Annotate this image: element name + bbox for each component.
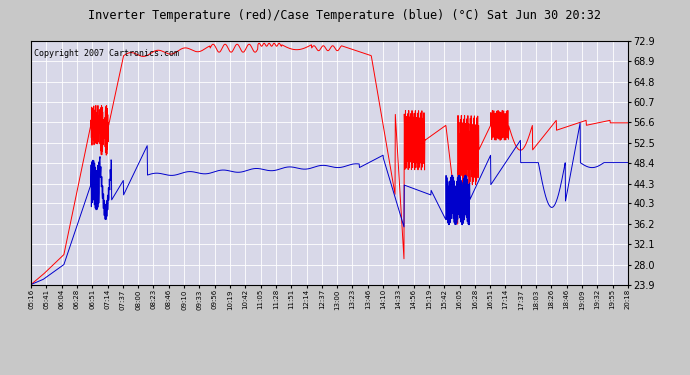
Text: Inverter Temperature (red)/Case Temperature (blue) (°C) Sat Jun 30 20:32: Inverter Temperature (red)/Case Temperat… xyxy=(88,9,602,22)
Text: Copyright 2007 Cartronics.com: Copyright 2007 Cartronics.com xyxy=(34,49,179,58)
